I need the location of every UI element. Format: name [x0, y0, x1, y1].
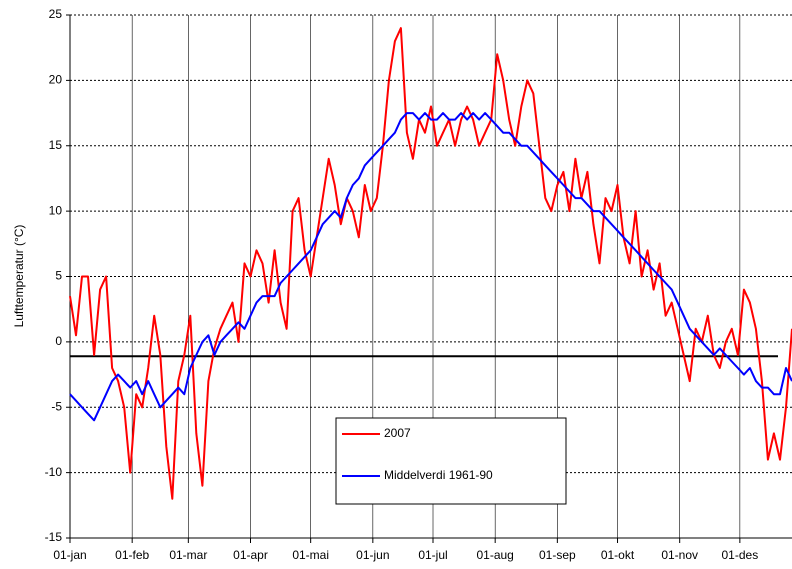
y-tick-label: 0	[55, 334, 62, 348]
x-tick-label: 01-des	[722, 548, 759, 562]
y-tick-label: -10	[45, 465, 63, 479]
x-tick-label: 01-mai	[292, 548, 329, 562]
x-tick-label: 01-aug	[476, 548, 513, 562]
series-line	[69, 112, 792, 422]
y-tick-label: 25	[49, 7, 63, 21]
y-axis-label: Lufttemperatur (°C)	[12, 225, 26, 328]
x-tick-label: 01-jan	[53, 548, 86, 562]
x-tick-label: 01-mar	[169, 548, 207, 562]
y-tick-label: 20	[49, 73, 63, 87]
x-tick-label: 01-jun	[356, 548, 389, 562]
x-tick-label: 01-feb	[115, 548, 149, 562]
y-tick-label: -5	[51, 399, 62, 413]
legend-box	[335, 417, 567, 505]
x-tick-label: 01-apr	[233, 548, 268, 562]
x-tick-label: 01-sep	[539, 548, 576, 562]
y-tick-label: 10	[49, 203, 63, 217]
y-tick-label: 5	[55, 269, 62, 283]
series-line	[69, 27, 792, 500]
y-tick-label: 15	[49, 138, 63, 152]
y-tick-label: -15	[45, 530, 63, 544]
legend-label: 2007	[384, 426, 411, 440]
x-tick-label: 01-okt	[601, 548, 635, 562]
x-tick-label: 01-jul	[418, 548, 447, 562]
x-tick-label: 01-nov	[661, 548, 698, 562]
legend-label: Middelverdi 1961-90	[384, 468, 493, 482]
